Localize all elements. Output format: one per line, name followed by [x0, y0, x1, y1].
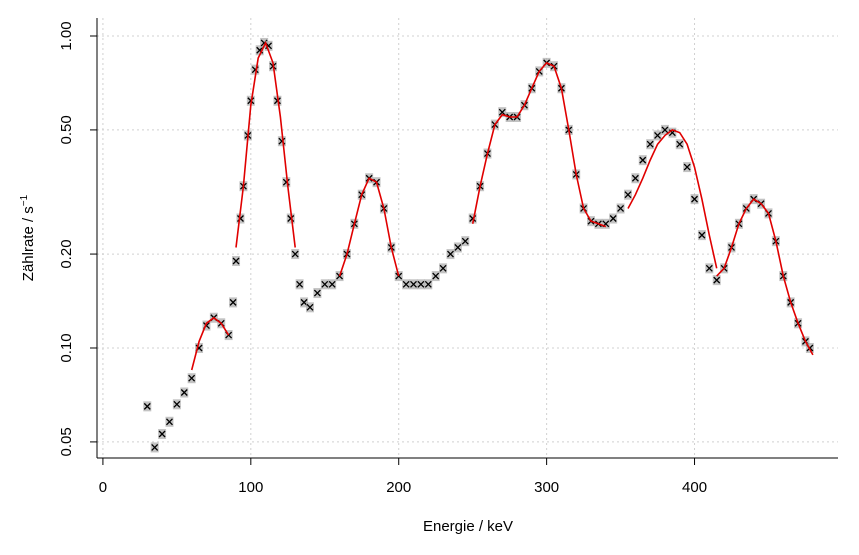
point-marker: [461, 237, 469, 245]
point-marker: [188, 374, 196, 382]
data-point: [653, 130, 662, 141]
data-point: [498, 107, 507, 118]
fit-line: [190, 40, 814, 371]
point-marker: [676, 140, 684, 148]
data-point: [461, 236, 470, 247]
point-marker: [173, 400, 181, 408]
point-marker: [698, 231, 706, 239]
y-axis-label-exponent: −1: [19, 194, 30, 206]
data-point: [165, 416, 174, 427]
y-tick-label: 0.50: [58, 115, 75, 144]
point-marker: [166, 418, 173, 426]
x-tick-label: 300: [534, 479, 559, 496]
point-marker: [328, 280, 336, 288]
data-point: [328, 279, 337, 290]
data-point: [660, 124, 669, 135]
point-marker: [447, 250, 454, 258]
point-marker: [713, 276, 721, 284]
point-marker: [617, 205, 625, 212]
point-marker: [624, 191, 632, 199]
point-marker: [454, 243, 462, 251]
y-axis-label: Zählrate / s−1: [19, 194, 37, 281]
point-marker: [661, 126, 669, 134]
point-marker: [691, 195, 698, 203]
point-marker: [321, 280, 329, 288]
y-tick-label: 0.10: [58, 333, 75, 362]
data-point: [229, 297, 238, 308]
y-tick-label: 0.20: [58, 239, 75, 268]
point-marker: [232, 257, 240, 265]
point-marker: [287, 215, 295, 222]
data-point: [172, 399, 181, 410]
point-marker: [683, 163, 691, 171]
data-point: [697, 230, 706, 241]
data-point: [409, 279, 418, 290]
point-marker: [402, 280, 410, 288]
data-point: [187, 373, 196, 384]
data-point: [646, 139, 655, 150]
point-marker: [410, 280, 417, 288]
data-point: [305, 302, 314, 313]
point-marker: [631, 174, 639, 182]
point-marker: [151, 443, 159, 451]
x-tick-label: 100: [238, 479, 263, 496]
data-point: [453, 242, 462, 253]
x-tick-label: 400: [682, 479, 707, 496]
point-marker: [313, 289, 321, 297]
data-point: [446, 249, 455, 260]
data-point: [683, 162, 692, 173]
point-marker: [229, 298, 237, 306]
point-marker: [432, 272, 440, 280]
data-point: [616, 203, 625, 214]
point-marker: [439, 264, 447, 272]
data-point: [424, 279, 433, 290]
data-point: [623, 189, 632, 200]
data-point: [180, 387, 189, 398]
point-marker: [291, 250, 299, 258]
data-point: [631, 173, 640, 184]
point-marker: [646, 140, 654, 148]
point-marker: [639, 156, 647, 164]
data-point: [690, 194, 699, 205]
point-marker: [417, 280, 425, 288]
data-point: [609, 213, 618, 224]
data-point: [232, 256, 241, 267]
data-point: [402, 279, 411, 290]
x-axis-label: Energie / keV: [423, 518, 513, 535]
data-point: [295, 279, 304, 290]
y-tick-label: 1.00: [58, 21, 75, 50]
data-point: [158, 429, 167, 440]
x-tick-label: 200: [386, 479, 411, 496]
data-point: [675, 139, 684, 150]
point-marker: [424, 280, 432, 288]
point-marker: [705, 264, 713, 272]
data-point: [416, 279, 425, 290]
data-point: [291, 249, 300, 260]
data-point: [286, 213, 295, 224]
data-point: [439, 263, 448, 274]
point-marker: [296, 280, 304, 288]
point-marker: [158, 430, 166, 438]
data-point: [638, 155, 647, 166]
point-marker: [609, 215, 617, 222]
y-tick-label: 0.05: [58, 427, 75, 456]
data-point: [705, 263, 714, 274]
x-tick-label: 0: [99, 479, 107, 496]
point-marker: [498, 108, 506, 116]
point-marker: [180, 389, 188, 396]
data-point: [313, 288, 322, 299]
point-marker: [306, 303, 314, 311]
data-point: [601, 218, 610, 229]
point-marker: [654, 131, 662, 139]
data-point: [150, 442, 159, 453]
y-axis-label-text: Zählrate / s: [20, 206, 37, 281]
data-point: [431, 271, 440, 282]
data-point: [712, 275, 721, 286]
data-point: [320, 279, 329, 290]
data-point: [143, 401, 152, 412]
point-marker: [143, 402, 151, 410]
